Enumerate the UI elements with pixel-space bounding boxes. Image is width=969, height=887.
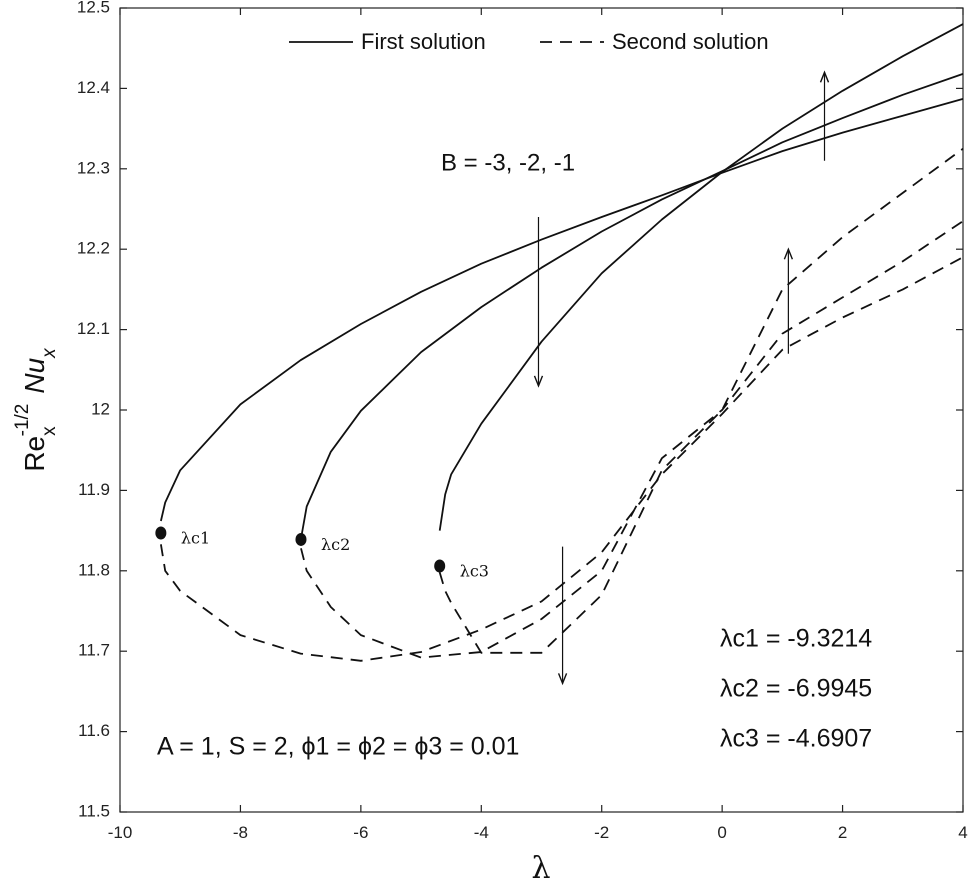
critical-points: λc1 λc2 λc3	[155, 526, 489, 580]
first-solution-line-3	[438, 23, 964, 531]
y-tick-label: 12.3	[77, 158, 110, 177]
legend-second-solution: Second solution	[612, 29, 769, 54]
first-solution-line-1	[160, 98, 964, 522]
x-tick-label: -10	[108, 823, 133, 842]
first-solution-line-2	[300, 73, 964, 539]
annotation-lambda-c2: λc2 = -6.9945	[720, 675, 872, 703]
y-tick-label: 11.6	[78, 721, 110, 740]
y-tick-label: 11.7	[78, 641, 110, 660]
direction-arrows	[533, 70, 830, 686]
y-tick-label: 12.2	[77, 239, 110, 258]
annotation-b-values: B = -3, -2, -1	[441, 149, 575, 176]
y-tick-label: 11.8	[78, 560, 110, 579]
y-tick-label: 12.4	[77, 78, 110, 97]
critical-point-label: λc3	[460, 561, 489, 580]
x-tick-label: 4	[958, 823, 967, 842]
y-tick-label: 11.9	[78, 480, 110, 499]
y-axis-label: Rex-1/2Nux	[12, 347, 60, 472]
critical-point-label: λc1	[181, 529, 210, 548]
plot-area	[119, 7, 964, 813]
legend-first-solution: First solution	[361, 29, 486, 54]
critical-point-marker	[155, 526, 167, 540]
direction-arrow	[783, 247, 794, 354]
x-tick-label: -2	[594, 823, 609, 842]
y-tick-label: 11.5	[78, 801, 110, 820]
axis-ticks: -10 -8 -6 -4 -2 0 2 4 11.5 11.6 11.7 11.8 11.9 12 12.1…	[77, 0, 968, 842]
annotation-lambda-c3: λc3 = -4.6907	[720, 725, 872, 753]
critical-point-marker	[295, 532, 307, 546]
y-tick-label: 12	[91, 399, 110, 418]
direction-arrow	[819, 70, 830, 161]
x-tick-label: -8	[233, 823, 248, 842]
y-tick-label: 12.1	[77, 319, 110, 338]
y-axis-label-text: Rex-1/2Nux	[12, 347, 60, 472]
y-tick-label: 12.5	[77, 0, 110, 16]
x-axis-label: λ	[531, 851, 550, 886]
x-tick-label: -4	[474, 823, 489, 842]
direction-arrow	[557, 546, 568, 686]
second-solution-line-3	[438, 147, 964, 654]
x-tick-label: -6	[353, 823, 368, 842]
x-tick-label: 0	[717, 823, 726, 842]
annotation-parameters: A = 1, S = 2, ϕ1 = ϕ2 = ϕ3 = 0.01	[157, 733, 519, 761]
critical-point-marker	[434, 559, 446, 573]
critical-point-label: λc2	[321, 535, 350, 554]
curves	[160, 23, 964, 662]
direction-arrow	[533, 217, 544, 388]
annotation-lambda-c1: λc1 = -9.3214	[720, 625, 872, 653]
second-solution-line-1	[160, 256, 964, 662]
x-tick-label: 2	[838, 823, 847, 842]
legend: First solution Second solution	[289, 29, 769, 54]
